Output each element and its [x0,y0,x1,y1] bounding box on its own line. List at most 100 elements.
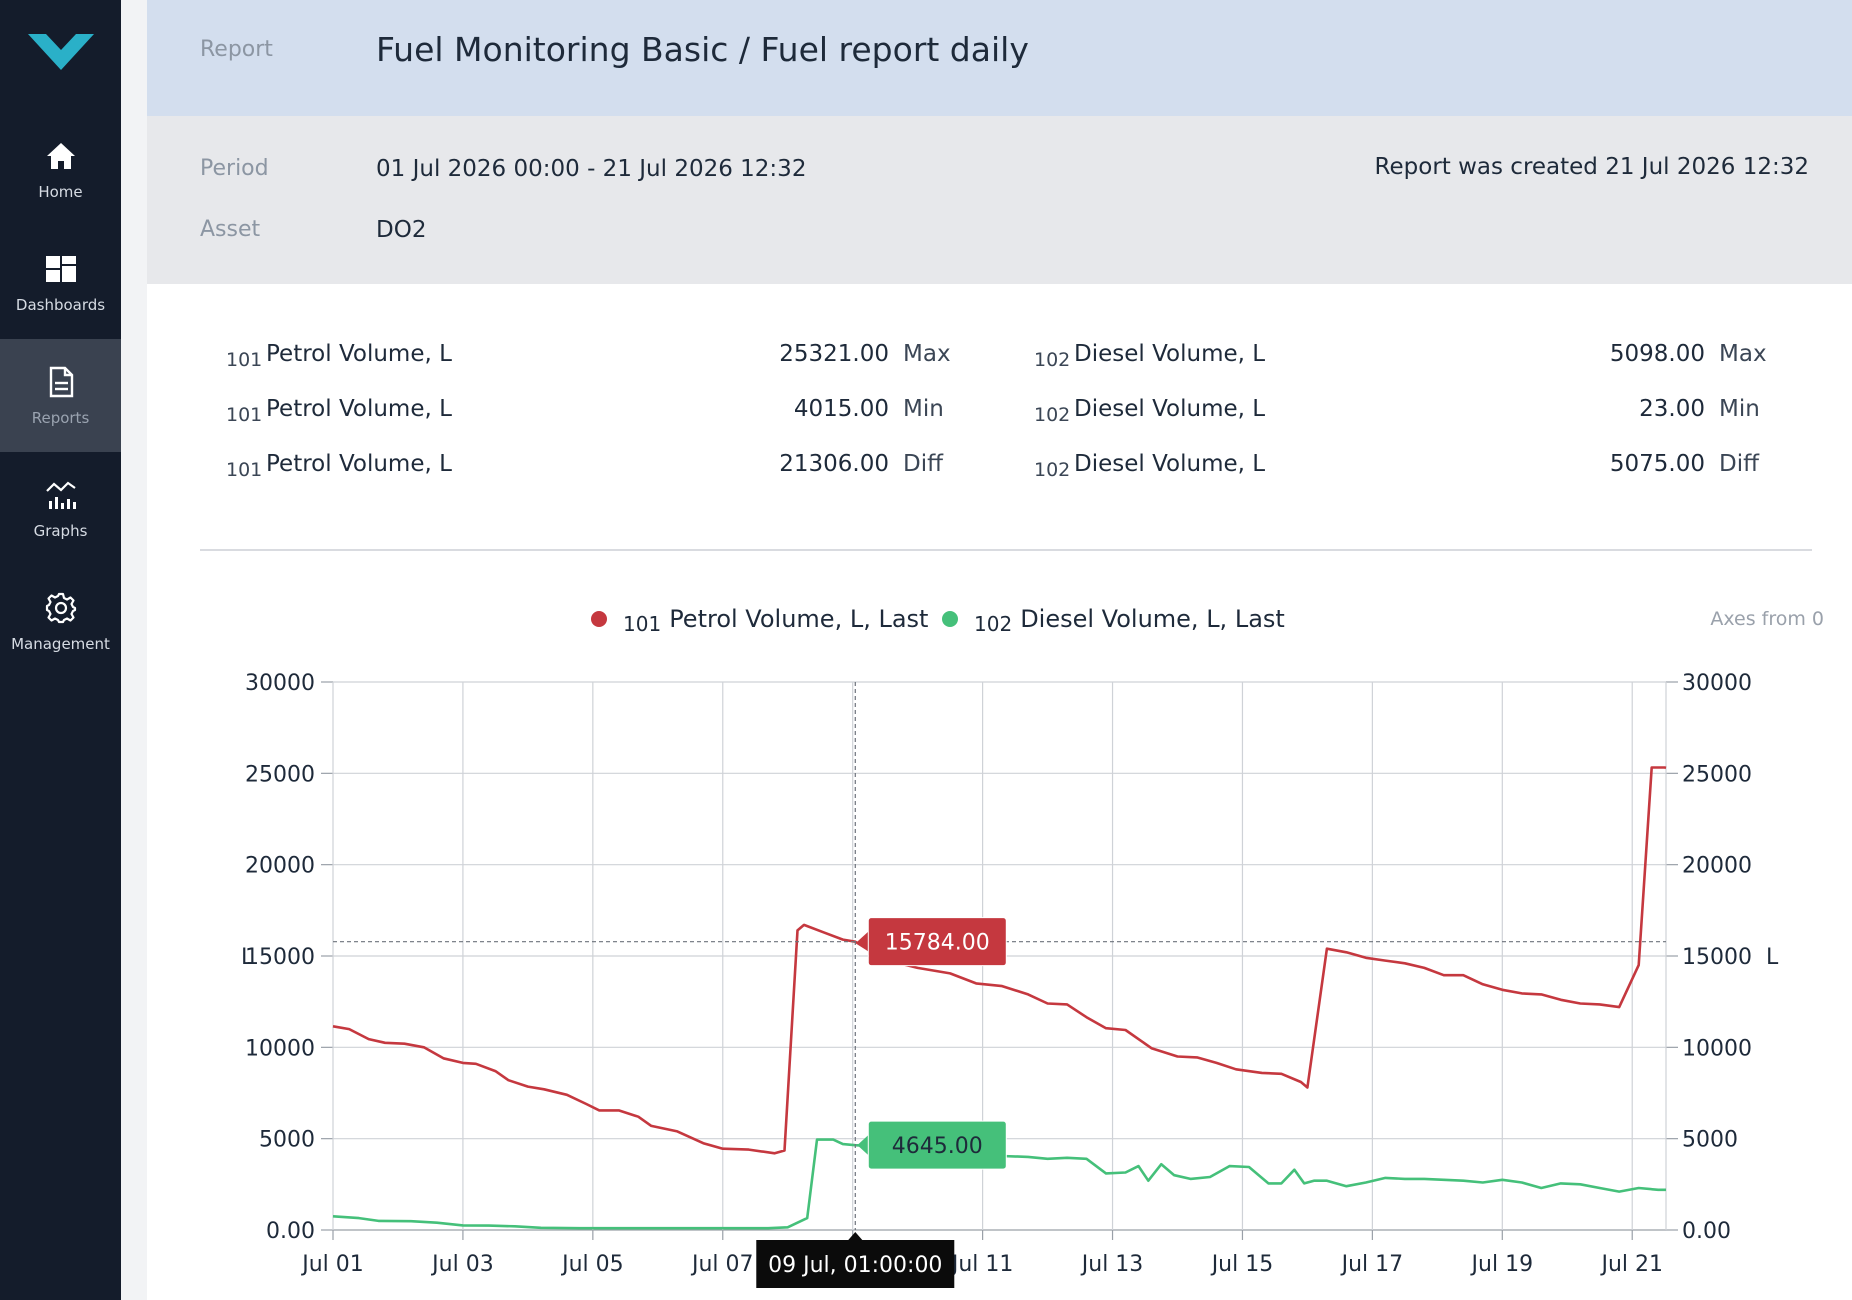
metric-unit: Min [903,396,944,422]
y-tick-label-left: 20000 [245,854,315,879]
gear-icon [44,591,78,625]
sidebar-item-label: Graphs [33,521,88,540]
series-line-diesel [332,1138,1666,1230]
y-tick-label-left: 5000 [259,1128,315,1153]
sidebar: Home Dashboards Reports [0,0,121,1300]
metric-name: Diesel Volume, L [1074,451,1266,477]
y-tick-label-right: 10000 [1682,1036,1752,1061]
metric-unit: Diff [903,451,943,477]
metric-value: 23.00 [1639,396,1705,422]
summary-row-left-0: 101 Petrol Volume, L 25321.00 Max [147,341,1852,375]
tooltip-diesel: 4645.00 [857,1120,1007,1170]
sensor-id: 101 [226,459,263,481]
report-header: Report Fuel Monitoring Basic / Fuel repo… [147,0,1852,116]
tooltip-value: 15784.00 [885,931,990,956]
sidebar-item-label: Reports [31,408,90,427]
summary-row-left-2: 101 Petrol Volume, L 21306.00 Diff [147,451,1852,485]
metric-unit: Diff [1719,451,1759,477]
y-axis-unit-left: L [241,945,254,970]
summary-row-right-2: 102 Diesel Volume, L 5075.00 Diff [147,451,1852,485]
summary-table: 101 Petrol Volume, L 25321.00 Max 101 Petrol … [147,284,1852,554]
y-tick-label-right: 20000 [1682,854,1752,879]
summary-divider [200,549,1812,551]
x-tick-label: Jul 05 [560,1252,624,1277]
x-tick-label: Jul 07 [690,1252,754,1277]
y-tick-label-left: 25000 [245,762,315,787]
x-tick-label: Jul 01 [300,1252,364,1277]
metric-unit: Min [1719,396,1760,422]
time-tooltip-pointer [848,1232,863,1240]
home-icon [44,139,78,173]
reports-icon [44,365,78,399]
tooltip-pointer [857,931,869,952]
metric-name: Petrol Volume, L [266,396,452,422]
metric-value: 5075.00 [1609,451,1705,477]
sidebar-item-label: Dashboards [15,295,106,314]
y-tick-label-left: 10000 [245,1036,315,1061]
summary-row-right-0: 102 Diesel Volume, L 5098.00 Max [147,341,1852,375]
metric-unit: Max [903,341,951,367]
sensor-id: 102 [1034,459,1071,481]
sensor-id: 102 [1034,404,1071,426]
legend-dot-petrol [591,611,607,627]
x-tick-label: Jul 15 [1210,1252,1274,1277]
x-tick-label: Jul 19 [1470,1252,1534,1277]
sensor-id: 101 [226,404,263,426]
summary-row-right-1: 102 Diesel Volume, L 23.00 Min [147,396,1852,430]
sensor-id: 102 [1034,349,1071,371]
period-value: 01 Jul 2026 00:00 - 21 Jul 2026 12:32 [376,156,807,182]
brand-logo[interactable] [28,30,94,80]
sidebar-item-graphs[interactable]: Graphs [0,452,121,565]
summary-row-left-1: 101 Petrol Volume, L 4015.00 Min [147,396,1852,430]
axes-from-zero-toggle[interactable]: Axes from 0 [1710,608,1824,630]
sidebar-item-management[interactable]: Management [0,565,121,678]
y-tick-label-right: 0.00 [1682,1219,1731,1244]
metric-name: Diesel Volume, L [1074,396,1266,422]
sidebar-item-label: Home [38,182,83,201]
tooltip-pointer [857,1135,869,1156]
legend-item-petrol[interactable]: 101 Petrol Volume, L, Last [591,605,929,636]
y-tick-label-right: 15000 [1682,945,1752,970]
metric-value: 25321.00 [779,341,889,367]
y-tick-label-left: 0.00 [266,1219,315,1244]
page-title: Fuel Monitoring Basic / Fuel report dail… [376,30,1029,69]
y-tick-label-left: 15000 [245,945,315,970]
legend-id: 101 [623,612,662,636]
x-tick-label: Jul 11 [950,1252,1014,1277]
time-tooltip-box [756,1240,955,1288]
content-gutter [121,0,147,1300]
fuel-chart: 101 Petrol Volume, L, Last 102 Diesel Vo… [147,555,1852,1300]
y-tick-label-right: 30000 [1682,671,1752,696]
asset-value: DO2 [376,217,427,243]
y-tick-label-right: 25000 [1682,762,1752,787]
legend-id: 102 [974,612,1013,636]
chart-canvas: 0.00 0.00 5000 5000 10000 10000 15000 15000 2000… [241,671,1779,1288]
series-line-petrol [332,766,1667,1155]
x-tick-label: Jul 13 [1080,1252,1144,1277]
y-axis-unit-right: L [1766,945,1779,970]
dashboards-icon [44,252,78,286]
sidebar-item-home[interactable]: Home [0,113,121,226]
metric-value: 21306.00 [779,451,889,477]
metric-value: 5098.00 [1609,341,1705,367]
sidebar-item-reports[interactable]: Reports [0,339,121,452]
tooltip-value: 4645.00 [892,1134,983,1159]
asset-label: Asset [200,217,261,242]
report-info: Period 01 Jul 2026 00:00 - 21 Jul 2026 1… [147,116,1852,284]
metric-name: Petrol Volume, L [266,451,452,477]
period-label: Period [200,156,269,181]
metric-name: Diesel Volume, L [1074,341,1266,367]
sidebar-item-dashboards[interactable]: Dashboards [0,226,121,339]
legend-label: Diesel Volume, L, Last [1020,605,1285,633]
y-tick-label-right: 5000 [1682,1128,1738,1153]
tooltip-box [867,917,1007,967]
legend-item-diesel[interactable]: 102 Diesel Volume, L, Last [942,605,1285,636]
tooltip-petrol: 15784.00 [857,917,1007,967]
sensor-id: 101 [226,349,263,371]
metric-unit: Max [1719,341,1767,367]
x-tick-label: Jul 17 [1340,1252,1404,1277]
legend-label: Petrol Volume, L, Last [669,605,929,633]
graphs-icon [44,478,78,512]
x-tick-label: Jul 03 [430,1252,494,1277]
